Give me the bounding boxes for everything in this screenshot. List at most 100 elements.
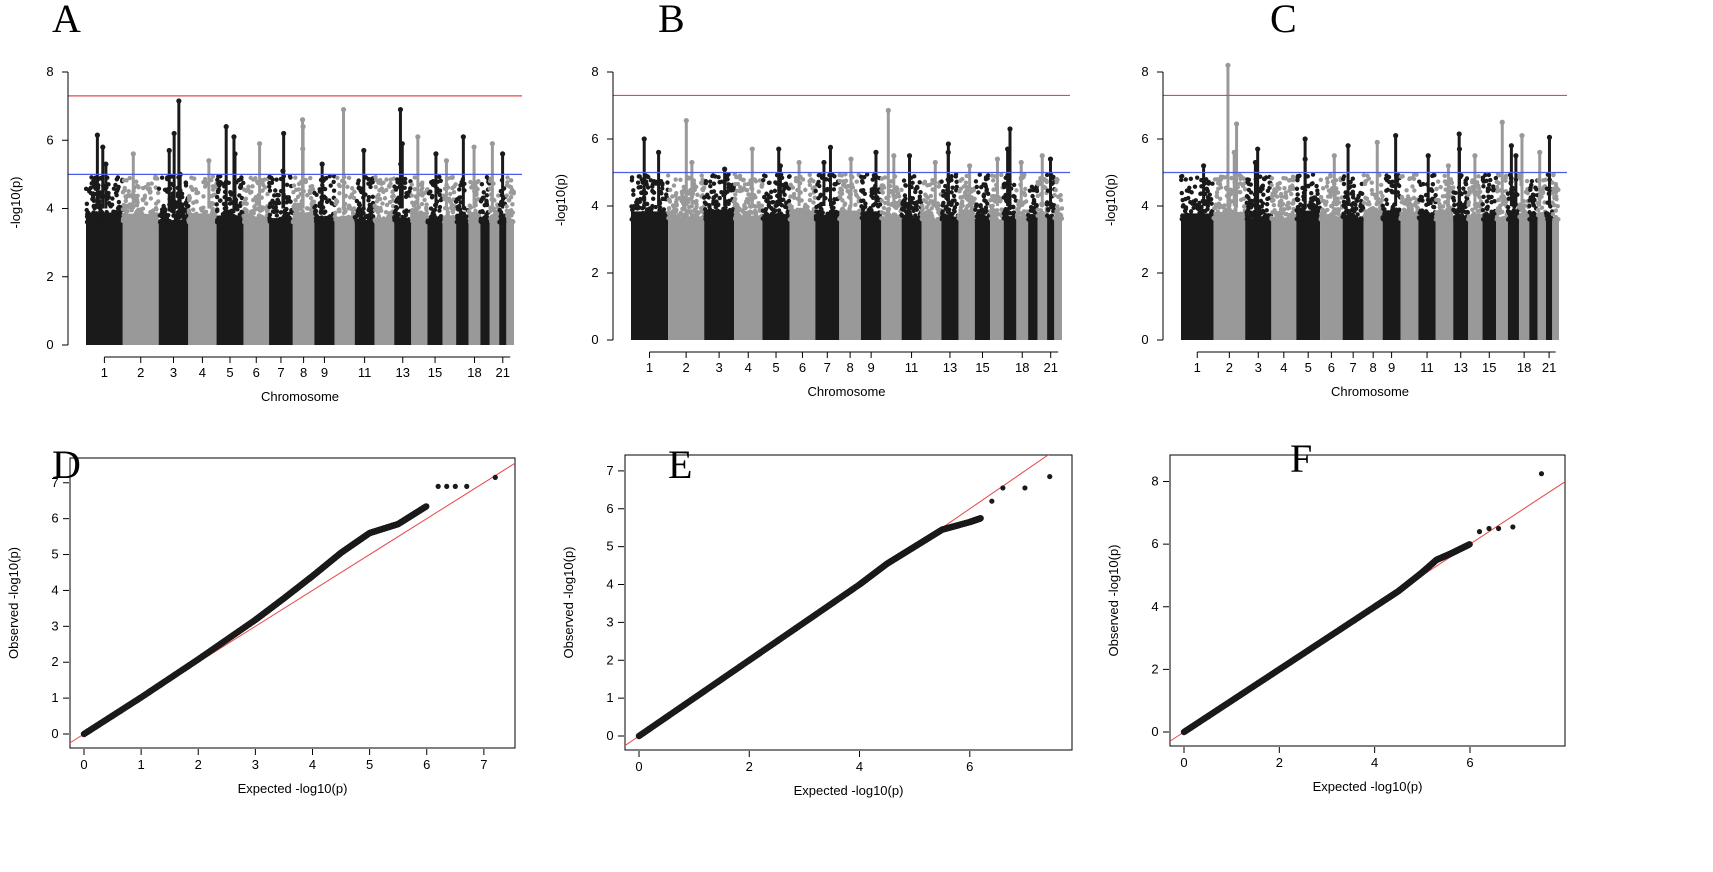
- snp-point: [267, 204, 272, 210]
- snp-point: [637, 215, 642, 220]
- snp-point: [110, 196, 115, 201]
- snp-point: [1473, 205, 1478, 210]
- snp-point: [160, 217, 166, 222]
- snp-point: [286, 195, 291, 201]
- snp-point: [456, 203, 462, 209]
- snp-point: [267, 174, 272, 180]
- snp-point: [705, 217, 711, 222]
- snp-point: [87, 219, 93, 225]
- x-tick-label: 7: [824, 360, 831, 375]
- snp-point: [984, 187, 989, 192]
- snp-point: [461, 218, 467, 223]
- snp-point: [355, 181, 361, 186]
- snp-point: [733, 192, 738, 197]
- snp-point: [674, 197, 679, 202]
- snp-point: [1313, 212, 1318, 217]
- snp-point: [707, 179, 713, 184]
- snp-point: [294, 203, 300, 209]
- snp-point: [1411, 176, 1417, 182]
- snp-point: [1413, 200, 1419, 205]
- snp-mass: [442, 215, 457, 345]
- snp-point: [285, 211, 290, 217]
- snp-point: [274, 213, 280, 218]
- snp-point: [1430, 173, 1435, 179]
- snp-point: [875, 213, 881, 218]
- snp-point: [1002, 211, 1007, 216]
- snp-point: [123, 198, 129, 204]
- snp-point: [1466, 217, 1471, 222]
- snp-point: [388, 177, 394, 182]
- snp-point: [217, 183, 222, 188]
- snp-point: [1179, 216, 1184, 222]
- snp-point: [1385, 187, 1390, 192]
- snp-point: [1261, 192, 1266, 197]
- snp-point: [902, 214, 907, 220]
- snp-point: [1198, 191, 1203, 197]
- snp-point: [1434, 217, 1439, 222]
- x-tick-label: 4: [745, 360, 752, 375]
- snp-point: [1452, 202, 1457, 208]
- snp-point: [237, 193, 242, 198]
- snp-point: [1367, 202, 1372, 207]
- snp-mass: [269, 218, 293, 345]
- snp-point: [1271, 197, 1276, 203]
- snp-point: [792, 195, 797, 200]
- snp-point: [981, 193, 986, 198]
- snp-point: [1294, 196, 1300, 202]
- snp-point: [212, 211, 218, 216]
- snp-point: [787, 174, 792, 179]
- snp-point: [335, 175, 340, 180]
- snp-point: [1053, 187, 1058, 193]
- snp-point: [189, 216, 195, 221]
- snp-point: [461, 211, 467, 216]
- snp-point: [1287, 217, 1292, 222]
- snp-point: [1022, 172, 1027, 177]
- snp-mass: [1418, 217, 1436, 340]
- snp-point: [1236, 215, 1242, 221]
- snp-point: [983, 205, 989, 210]
- snp-point: [631, 216, 637, 222]
- snp-point: [511, 219, 516, 224]
- snp-point: [879, 188, 884, 193]
- snp-point: [124, 195, 129, 200]
- snp-point: [350, 186, 355, 191]
- snp-point: [1188, 176, 1194, 181]
- snp-point: [1255, 215, 1260, 221]
- snp-point: [194, 199, 199, 204]
- snp-point: [1442, 173, 1447, 179]
- snp-point: [940, 209, 945, 214]
- snp-point: [897, 194, 902, 199]
- snp-point: [631, 188, 636, 193]
- x-tick-label: 5: [226, 365, 233, 380]
- snp-point: [703, 180, 708, 186]
- snp-point: [945, 217, 950, 222]
- panel-letter-a: A: [52, 0, 81, 41]
- snp-point: [267, 215, 272, 221]
- snp-point: [939, 179, 944, 184]
- snp-point: [629, 175, 635, 180]
- snp-point: [896, 200, 902, 206]
- snp-point: [403, 194, 409, 200]
- snp-point: [848, 210, 853, 215]
- snp-point: [926, 208, 932, 214]
- snp-point: [1289, 183, 1295, 188]
- snp-point: [188, 184, 194, 190]
- snp-point: [906, 206, 912, 212]
- snp-point: [391, 193, 396, 199]
- snp-point: [1456, 207, 1461, 212]
- snp-point: [903, 196, 908, 201]
- snp-point: [977, 217, 982, 222]
- snp-point: [1315, 198, 1320, 203]
- snp-mass: [941, 217, 959, 340]
- snp-point: [1250, 202, 1255, 207]
- snp-point: [772, 217, 777, 222]
- snp-point: [117, 214, 122, 220]
- snp-point: [141, 197, 146, 203]
- snp-point: [484, 214, 490, 219]
- x-tick-label: 1: [646, 360, 653, 375]
- snp-point: [819, 207, 824, 212]
- snp-point: [1212, 205, 1218, 211]
- snp-point: [387, 219, 392, 225]
- snp-point: [350, 210, 356, 216]
